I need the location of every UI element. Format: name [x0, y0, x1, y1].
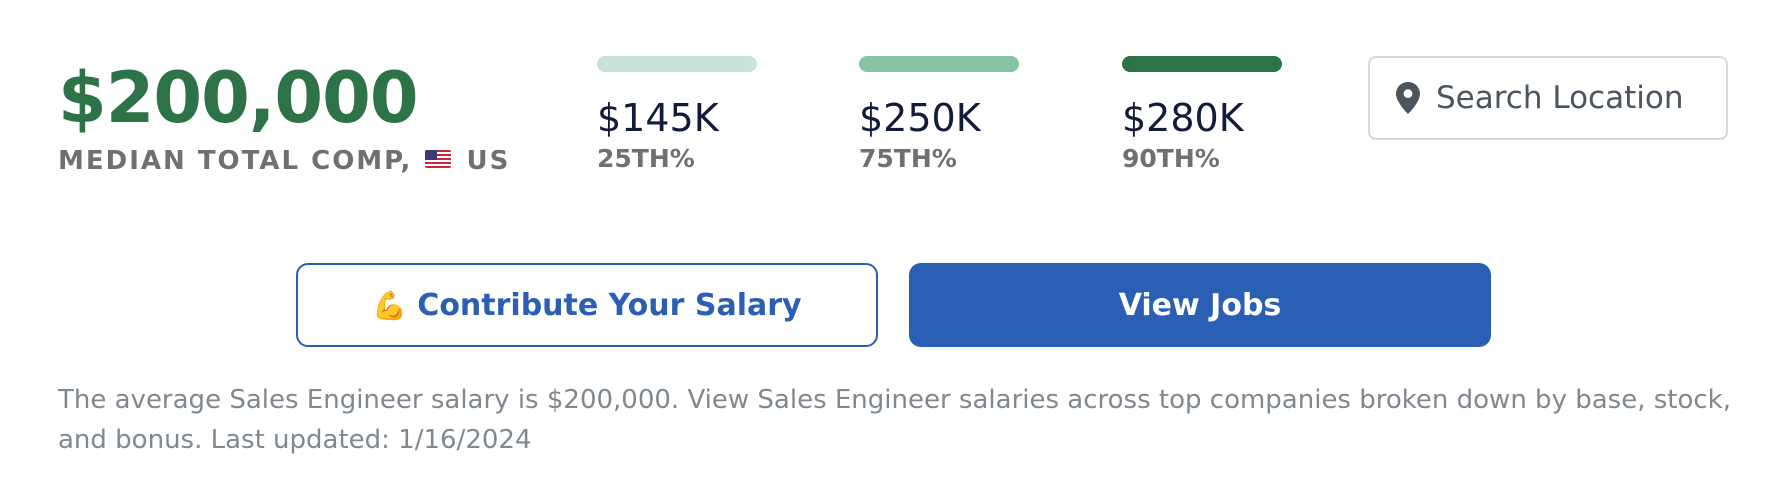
- search-location-box[interactable]: [1368, 56, 1728, 140]
- location-pin-icon: [1396, 82, 1420, 114]
- percentile-25: $145K 25TH%: [597, 56, 757, 174]
- view-jobs-label: View Jobs: [1118, 287, 1282, 323]
- salary-description: The average Sales Engineer salary is $20…: [58, 385, 1731, 455]
- percentile-75-bar: [859, 56, 1019, 72]
- percentile-90-bar: [1122, 56, 1282, 72]
- contribute-salary-button[interactable]: 💪 Contribute Your Salary: [296, 263, 878, 347]
- percentile-75-label: 75TH%: [859, 144, 957, 173]
- percentile-75: $250K 75TH%: [859, 56, 1019, 174]
- percentile-25-bar: [597, 56, 757, 72]
- percentile-25-label: 25TH%: [597, 144, 695, 173]
- flexed-biceps-icon: 💪: [372, 288, 408, 322]
- us-flag-icon: [425, 150, 452, 168]
- percentile-90-value: $280K: [1122, 96, 1244, 140]
- percentile-90: $280K 90TH%: [1122, 56, 1282, 174]
- median-label-text: MEDIAN TOTAL COMP,: [58, 146, 413, 176]
- view-jobs-button[interactable]: View Jobs: [909, 263, 1491, 347]
- median-country: US: [466, 146, 511, 176]
- median-total-comp-label: MEDIAN TOTAL COMP, US: [58, 145, 510, 177]
- contribute-salary-label: Contribute Your Salary: [417, 287, 802, 323]
- percentile-75-value: $250K: [859, 96, 981, 140]
- median-total-comp-value: $200,000: [58, 57, 419, 139]
- percentile-25-value: $145K: [597, 96, 719, 140]
- search-location-input[interactable]: [1436, 80, 1716, 116]
- percentile-90-label: 90TH%: [1122, 144, 1220, 173]
